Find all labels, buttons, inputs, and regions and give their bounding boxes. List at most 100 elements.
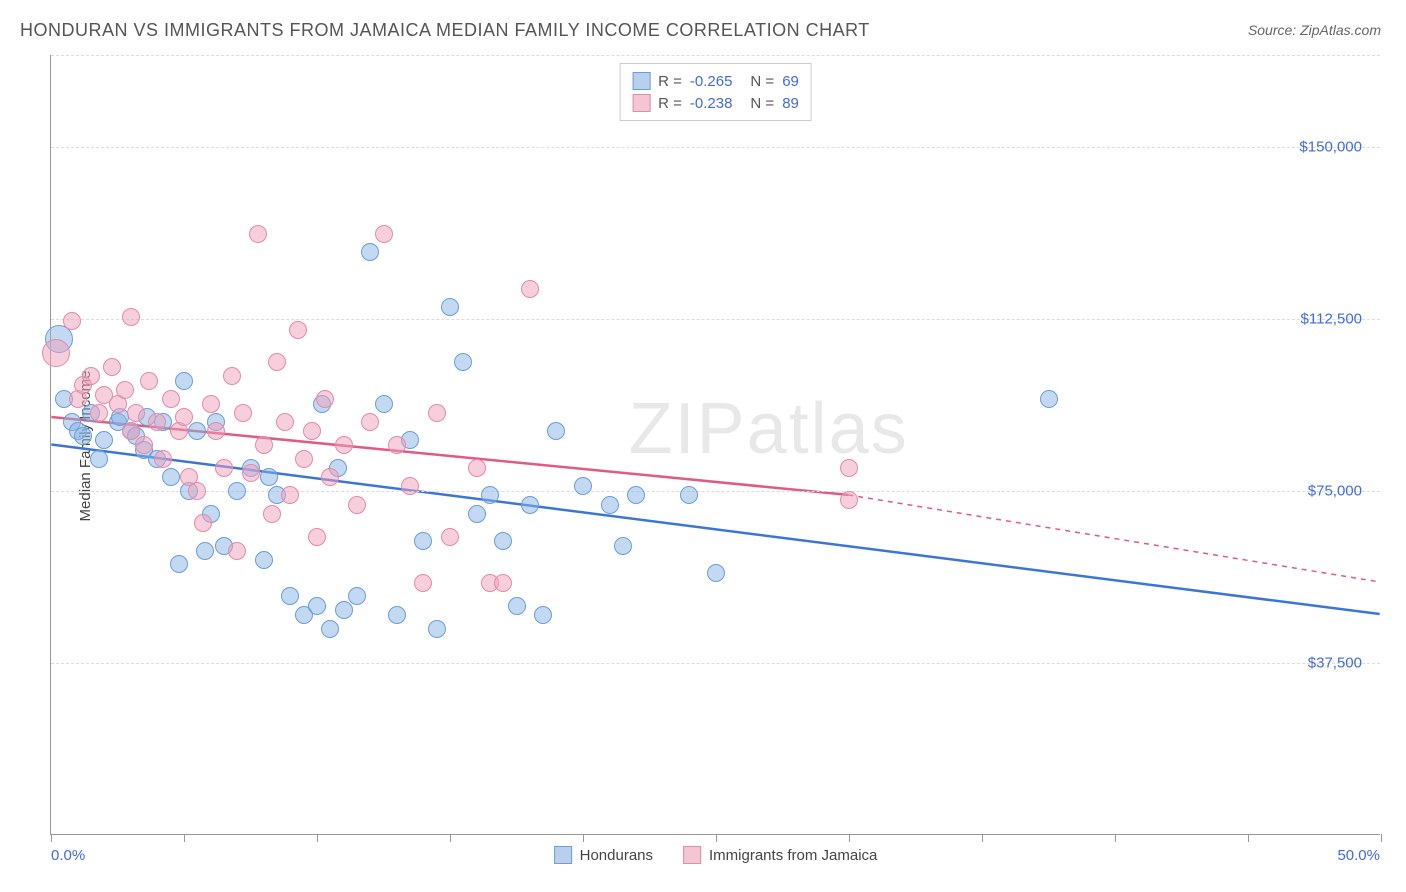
scatter-point — [468, 505, 486, 523]
scatter-point — [840, 459, 858, 477]
chart-source: Source: ZipAtlas.com — [1248, 22, 1381, 38]
scatter-point — [95, 431, 113, 449]
scatter-point — [401, 477, 419, 495]
scatter-point — [242, 464, 260, 482]
scatter-point — [388, 436, 406, 454]
scatter-point — [234, 404, 252, 422]
legend-swatch-hondurans — [554, 846, 572, 864]
trendlines-svg — [51, 55, 1380, 834]
scatter-point — [154, 450, 172, 468]
scatter-point — [103, 358, 121, 376]
legend-swatch-jamaica — [683, 846, 701, 864]
scatter-point — [162, 468, 180, 486]
x-tick — [849, 834, 850, 842]
scatter-point — [494, 574, 512, 592]
scatter-point — [574, 477, 592, 495]
scatter-point — [840, 491, 858, 509]
scatter-point — [601, 496, 619, 514]
scatter-point — [414, 574, 432, 592]
scatter-point — [441, 528, 459, 546]
x-tick — [982, 834, 983, 842]
scatter-point — [361, 243, 379, 261]
stats-legend-box: R = -0.265 N = 69 R = -0.238 N = 89 — [619, 63, 812, 121]
scatter-point — [260, 468, 278, 486]
y-tick-label: $150,000 — [1299, 138, 1362, 155]
scatter-point — [428, 404, 446, 422]
scatter-point — [188, 482, 206, 500]
stats-row-hondurans: R = -0.265 N = 69 — [632, 70, 799, 92]
stats-n-label-2: N = — [750, 95, 774, 112]
scatter-point — [127, 404, 145, 422]
legend-item-hondurans: Hondurans — [554, 846, 653, 864]
x-tick — [184, 834, 185, 842]
y-tick-label: $75,000 — [1308, 482, 1362, 499]
scatter-point — [215, 459, 233, 477]
scatter-point — [348, 587, 366, 605]
scatter-point — [547, 422, 565, 440]
x-tick — [1248, 834, 1249, 842]
scatter-point — [321, 620, 339, 638]
stats-n-value-1: 69 — [782, 73, 799, 90]
scatter-point — [508, 597, 526, 615]
scatter-point — [454, 353, 472, 371]
x-axis-min-label: 0.0% — [51, 847, 85, 864]
scatter-point — [428, 620, 446, 638]
scatter-point — [122, 308, 140, 326]
legend-item-jamaica: Immigrants from Jamaica — [683, 846, 877, 864]
scatter-point — [170, 555, 188, 573]
scatter-point — [308, 528, 326, 546]
gridline-h — [51, 491, 1380, 492]
scatter-point — [1040, 390, 1058, 408]
scatter-point — [414, 532, 432, 550]
scatter-point — [276, 413, 294, 431]
scatter-point — [202, 395, 220, 413]
bottom-legend: Hondurans Immigrants from Jamaica — [554, 846, 878, 864]
scatter-point — [468, 459, 486, 477]
scatter-point — [255, 551, 273, 569]
x-tick — [583, 834, 584, 842]
scatter-point — [90, 404, 108, 422]
scatter-point — [148, 413, 166, 431]
scatter-point — [42, 339, 70, 367]
scatter-point — [175, 408, 193, 426]
stats-r-value-1: -0.265 — [690, 73, 733, 90]
scatter-point — [194, 514, 212, 532]
stats-r-value-2: -0.238 — [690, 95, 733, 112]
stats-n-value-2: 89 — [782, 95, 799, 112]
scatter-point — [481, 486, 499, 504]
x-tick — [51, 834, 52, 842]
scatter-point — [281, 486, 299, 504]
scatter-point — [375, 395, 393, 413]
gridline-h — [51, 319, 1380, 320]
scatter-point — [680, 486, 698, 504]
scatter-point — [228, 542, 246, 560]
x-tick — [317, 834, 318, 842]
gridline-h-top — [51, 55, 1380, 56]
scatter-point — [175, 372, 193, 390]
x-tick — [716, 834, 717, 842]
legend-label-hondurans: Hondurans — [580, 847, 653, 864]
scatter-point — [263, 505, 281, 523]
scatter-point — [534, 606, 552, 624]
scatter-point — [281, 587, 299, 605]
x-tick — [1115, 834, 1116, 842]
gridline-h — [51, 663, 1380, 664]
scatter-point — [388, 606, 406, 624]
stats-n-label: N = — [750, 73, 774, 90]
y-tick-label: $112,500 — [1301, 310, 1362, 327]
scatter-point — [441, 298, 459, 316]
scatter-point — [614, 537, 632, 555]
chart-title: HONDURAN VS IMMIGRANTS FROM JAMAICA MEDI… — [20, 20, 870, 41]
scatter-point — [255, 436, 273, 454]
legend-label-jamaica: Immigrants from Jamaica — [709, 847, 877, 864]
x-tick — [1381, 834, 1382, 842]
y-tick-label: $37,500 — [1308, 654, 1362, 671]
scatter-point — [494, 532, 512, 550]
stats-row-jamaica: R = -0.238 N = 89 — [632, 92, 799, 114]
stats-r-label: R = — [658, 73, 682, 90]
scatter-point — [308, 597, 326, 615]
gridline-h — [51, 147, 1380, 148]
scatter-point — [223, 367, 241, 385]
scatter-point — [116, 381, 134, 399]
scatter-point — [162, 390, 180, 408]
